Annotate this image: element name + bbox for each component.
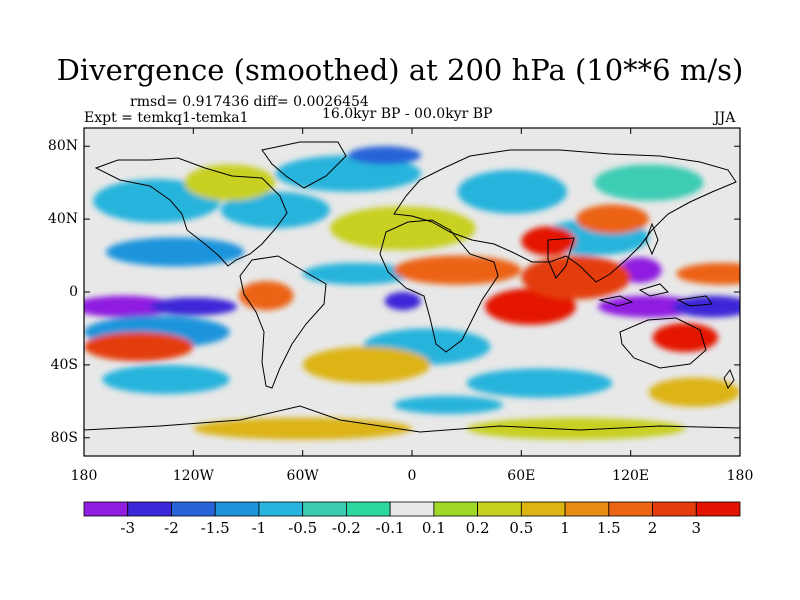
- legend-label: -0.1: [375, 519, 405, 537]
- legend-swatch: [345, 501, 391, 517]
- field-blob: [238, 281, 294, 311]
- legend-label: 2: [647, 519, 658, 537]
- period-label: 16.0kyr BP - 00.0kyr BP: [322, 106, 493, 122]
- x-tick-label: 120E: [612, 468, 650, 484]
- field-blob: [594, 164, 704, 201]
- legend-label: 0.5: [509, 519, 534, 537]
- legend-label: -3: [120, 519, 136, 537]
- x-tick-label: 60W: [286, 468, 319, 484]
- legend-label: -2: [164, 519, 179, 537]
- field-blob: [193, 417, 412, 440]
- field-blob: [348, 146, 422, 165]
- legend-swatch: [214, 501, 260, 517]
- legend-swatch: [83, 501, 129, 517]
- field-blob: [466, 417, 686, 440]
- y-tick-label: 40N: [47, 211, 78, 228]
- divergence-field: [84, 128, 740, 456]
- legend-swatch: [258, 501, 304, 517]
- x-tick-label: 180: [70, 468, 98, 484]
- y-tick-label: 80S: [50, 429, 78, 446]
- legend-swatch: [520, 501, 566, 517]
- legend-swatch: [652, 501, 697, 517]
- field-blob: [648, 377, 740, 407]
- stats-text: rmsd= 0.917436 diff= 0.0026454: [130, 94, 369, 110]
- field-blob: [576, 204, 649, 234]
- field-blob: [652, 322, 719, 353]
- legend-swatch: [433, 501, 479, 517]
- legend-swatch: [608, 501, 653, 517]
- legend-swatch: [127, 501, 172, 517]
- legend-swatch: [302, 501, 347, 517]
- y-tick-label: 80N: [47, 138, 78, 155]
- figure-title: Divergence (smoothed) at 200 hPa (10**6 …: [56, 53, 744, 87]
- field-blob: [597, 295, 700, 318]
- axis-ticks: [83, 128, 741, 456]
- legend-label: -1: [251, 519, 267, 537]
- y-tick-label: 0: [69, 284, 78, 300]
- field-blob: [676, 262, 740, 285]
- experiment-label: Expt = temkq1-temka1: [84, 110, 249, 126]
- field-blob: [102, 364, 230, 395]
- x-tick-label: 120W: [172, 468, 214, 484]
- legend-label: 1: [560, 519, 570, 537]
- field-blob: [149, 297, 238, 316]
- field-blob: [302, 346, 431, 384]
- legend-label: 3: [691, 519, 702, 537]
- legend-swatch: [171, 501, 216, 517]
- legend-label: 0.2: [465, 519, 490, 537]
- x-tick-label: 60E: [507, 468, 536, 484]
- field-blob: [302, 262, 413, 285]
- field-blob: [393, 255, 522, 285]
- x-tick-label: 180: [726, 468, 754, 484]
- field-blob: [521, 226, 577, 256]
- field-blob: [457, 169, 567, 214]
- field-blob: [84, 295, 176, 318]
- field-blob: [184, 164, 276, 201]
- legend-label: 0.1: [421, 519, 446, 537]
- season-label: JJA: [714, 110, 736, 126]
- legend-swatch: [695, 501, 741, 517]
- field-blob: [220, 191, 330, 229]
- legend-label: 1.5: [596, 519, 621, 537]
- field-blob: [672, 295, 740, 318]
- legend-label: -1.5: [200, 519, 230, 537]
- legend-swatch: [564, 501, 610, 517]
- legend-label: -0.2: [331, 519, 361, 537]
- field-blob: [484, 288, 576, 325]
- field-blob: [384, 292, 422, 311]
- y-tick-label: 40S: [50, 356, 78, 373]
- field-blob: [84, 332, 194, 362]
- x-tick-label: 0: [407, 468, 417, 484]
- field-blob: [330, 206, 476, 251]
- legend-swatch: [389, 501, 435, 517]
- legend-label: -0.5: [288, 519, 318, 537]
- field-blob: [105, 237, 245, 267]
- legend-swatch: [477, 501, 522, 517]
- field-blob: [466, 368, 613, 398]
- field-blob: [521, 255, 631, 300]
- color-legend: [83, 501, 741, 517]
- coastlines: [84, 141, 740, 456]
- field-blob: [275, 155, 422, 192]
- field-blob: [393, 395, 504, 415]
